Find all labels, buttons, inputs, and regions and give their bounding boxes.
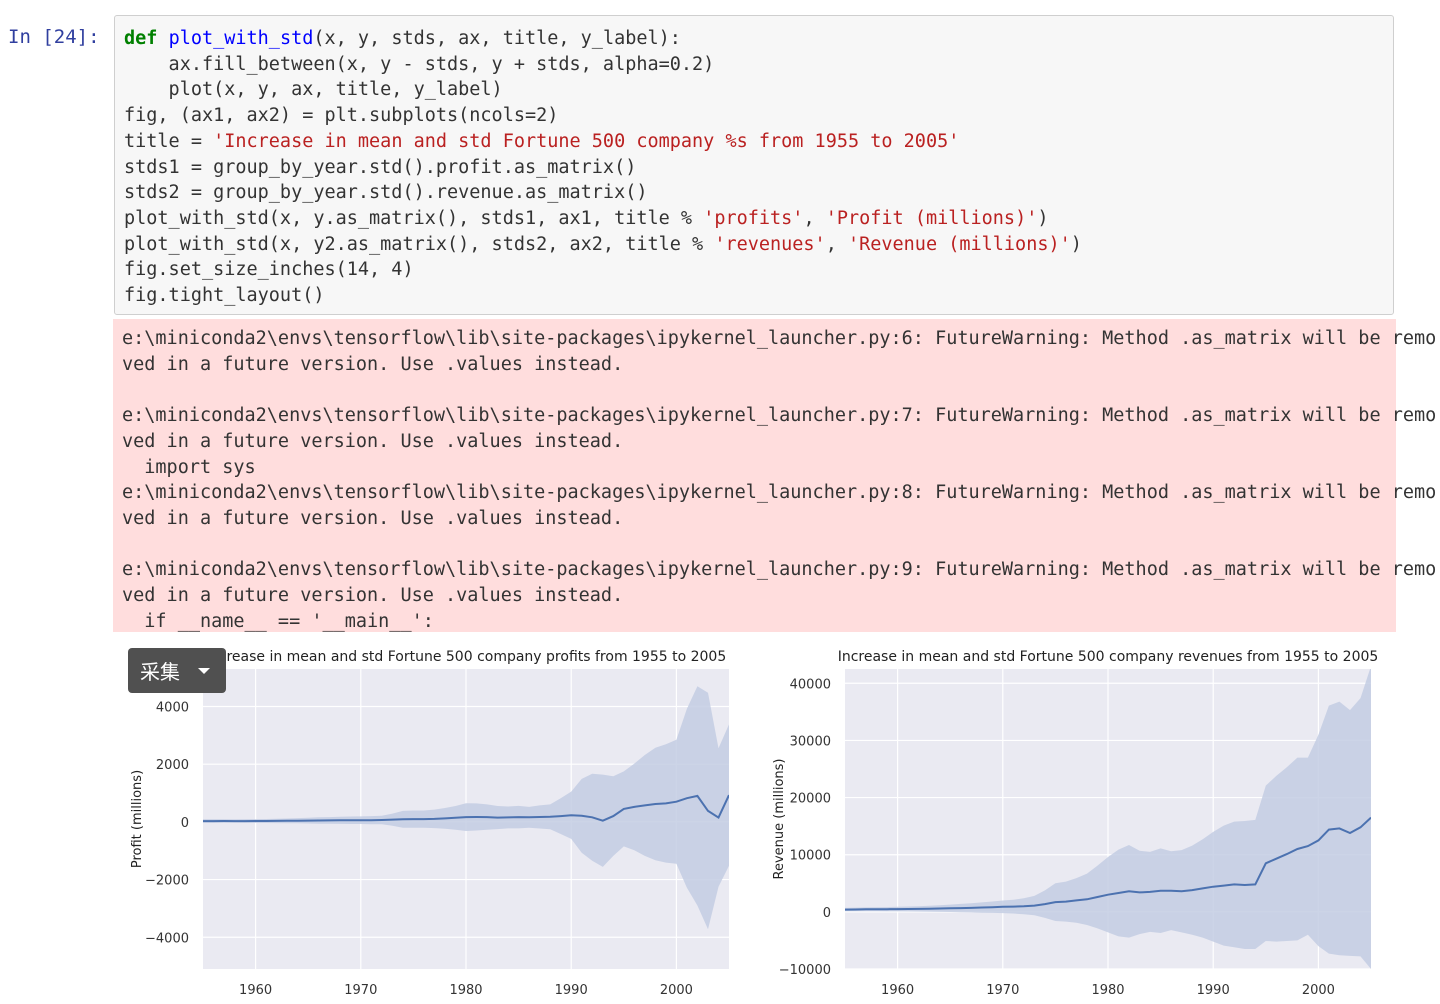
x-tick-label: 1960 [239,983,272,998]
x-tick-label: 1970 [344,983,377,998]
code-cell-editor[interactable]: def plot_with_std(x, y, stds, ax, title,… [114,15,1394,315]
string-literal: 'Revenue (millions)' [847,233,1071,255]
keyword-def: def [124,28,158,49]
x-tick-label: 1980 [449,983,482,998]
y-axis-label: Profit (millions) [130,770,145,868]
code-line: fig.tight_layout() [124,285,325,307]
cell-prompt: In [24]: [8,26,100,48]
y-tick-label: 4000 [156,701,189,716]
code-line: ax.fill_between(x, y - stds, y + stds, a… [124,53,715,75]
y-tick-label: −2000 [145,874,189,889]
code-content[interactable]: def plot_with_std(x, y, stds, ax, title,… [115,16,1393,309]
string-literal: 'revenues' [714,233,826,255]
y-tick-label: 0 [823,906,831,921]
code-text: title = [124,130,214,152]
y-tick-label: −10000 [779,963,831,978]
x-tick-label: 2000 [660,983,693,998]
std-band [203,686,729,930]
code-text: , [803,207,826,229]
y-tick-label: 20000 [790,792,831,807]
collect-button[interactable]: 采集 [128,648,226,693]
y-tick-label: 40000 [790,677,831,692]
code-line: fig, (ax1, ax2) = plt.subplots(ncols=2) [124,105,559,127]
x-tick-label: 1980 [1091,983,1124,998]
chart-title: Increase in mean and std Fortune 500 com… [206,649,727,665]
code-text: plot_with_std(x, y.as_matrix(), stds1, a… [124,207,704,229]
collect-label: 采集 [140,660,180,684]
y-tick-label: 0 [181,816,189,831]
y-tick-label: −4000 [145,931,189,946]
x-tick-label: 1990 [1197,983,1230,998]
chart-title: Increase in mean and std Fortune 500 com… [838,649,1379,665]
revenue-chart: 1960 1970 1980 1990 2000 −10000 0 10000 20000 300… [772,649,1379,998]
warning-text: e:\miniconda2\envs\tensorflow\lib\site-p… [122,328,1437,632]
stderr-output: e:\miniconda2\envs\tensorflow\lib\site-p… [113,319,1437,632]
code-line: stds2 = group_by_year.std().revenue.as_m… [124,182,648,204]
code-line: stds1 = group_by_year.std().profit.as_ma… [124,156,637,178]
y-tick-label: 10000 [790,849,831,864]
string-literal: 'Increase in mean and std Fortune 500 co… [213,130,960,152]
code-text: ) [1037,207,1049,229]
profit-chart: 1960 1970 1980 1990 2000 −4000 −2000 0 2000 4000 I… [130,649,729,998]
mean-line [845,816,1371,911]
code-text: (x, y, stds, ax, title, y_label): [313,28,681,49]
code-text: plot_with_std(x, y2.as_matrix(), stds2, … [124,233,715,255]
mean-line [203,794,729,823]
code-line: plot(x, y, ax, title, y_label) [124,79,503,101]
string-literal: 'profits' [703,207,804,229]
function-name: plot_with_std [168,28,314,49]
std-band [845,669,1371,969]
x-tick-label: 1970 [986,983,1019,998]
x-tick-label: 2000 [1302,983,1335,998]
code-line: fig.set_size_inches(14, 4) [124,259,414,281]
y-axis-label: Revenue (millions) [772,759,787,880]
y-tick-label: 2000 [156,758,189,773]
code-text: ) [1070,233,1082,255]
y-tick-label: 30000 [790,734,831,749]
string-literal: 'Profit (millions)' [825,207,1038,229]
x-tick-label: 1960 [881,983,914,998]
code-text: , [825,233,848,255]
chevron-down-icon [198,667,210,674]
x-tick-label: 1990 [555,983,588,998]
